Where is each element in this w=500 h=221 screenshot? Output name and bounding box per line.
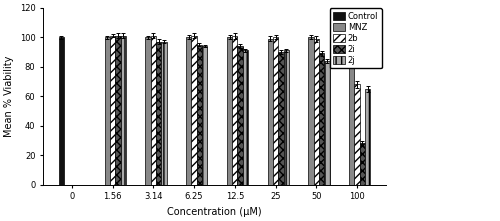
Bar (162, 42, 166, 185)
Y-axis label: Mean % Viability: Mean % Viability (4, 55, 14, 137)
Bar (319, 53, 324, 185)
Bar (150, 36, 156, 185)
Bar (104, 37, 110, 185)
Bar (349, 37, 354, 185)
Bar (146, 37, 150, 185)
Bar (192, 36, 197, 185)
Bar (365, 89, 370, 185)
Bar (354, 84, 360, 185)
Bar (186, 37, 192, 185)
Bar (227, 37, 232, 185)
Bar (360, 143, 365, 185)
Bar (278, 52, 283, 185)
Bar (156, 42, 162, 185)
Bar (308, 37, 314, 185)
Bar (58, 37, 64, 185)
Bar (197, 45, 202, 185)
X-axis label: Concentration (μM): Concentration (μM) (167, 207, 262, 217)
Bar (120, 36, 126, 185)
Bar (324, 61, 330, 185)
Bar (284, 50, 289, 185)
Bar (314, 39, 319, 185)
Bar (116, 36, 120, 185)
Bar (202, 46, 207, 185)
Bar (243, 50, 248, 185)
Legend: Control, MNZ, 2b, 2i, 2j: Control, MNZ, 2b, 2i, 2j (330, 8, 382, 68)
Bar (268, 39, 273, 185)
Bar (238, 46, 243, 185)
Bar (232, 36, 237, 185)
Bar (273, 37, 278, 185)
Bar (110, 36, 116, 185)
